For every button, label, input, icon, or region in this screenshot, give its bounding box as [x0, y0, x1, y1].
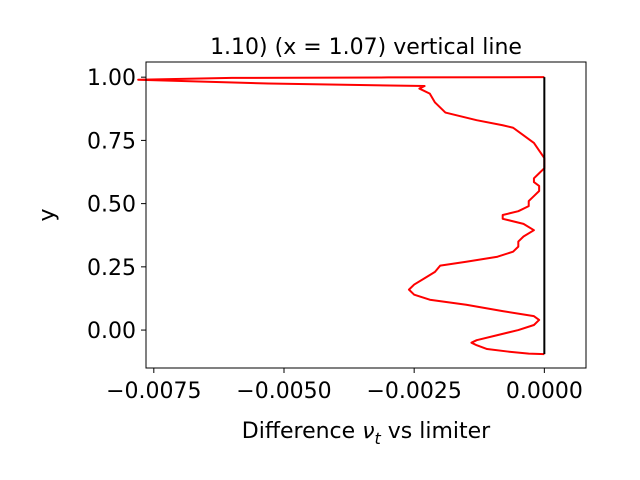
- x-axis-label-subscript: t: [374, 429, 381, 448]
- x-tick-label: −0.0025: [366, 379, 461, 404]
- y-tick-label: 1.00: [87, 66, 136, 91]
- y-tick-label: 0.00: [87, 319, 136, 344]
- plot-area: [137, 76, 546, 356]
- x-tick-label: 0.0000: [506, 379, 583, 404]
- y-tick-label: 0.25: [87, 256, 136, 281]
- y-tick-label: 0.75: [87, 129, 136, 154]
- chart-title: 1.10) (x = 1.07) vertical line: [210, 35, 522, 60]
- y-axis-label: y: [35, 208, 60, 221]
- plot-frame: [145, 61, 587, 369]
- x-axis: −0.0075 −0.0050 −0.0025 0.0000: [106, 368, 583, 404]
- x-axis-label-symbol: ν: [362, 419, 374, 444]
- x-tick-label: −0.0075: [106, 379, 201, 404]
- x-axis-label-prefix: Difference: [242, 419, 362, 444]
- x-axis-label: Difference νt vs limiter: [242, 419, 491, 448]
- y-tick-label: 0.50: [87, 193, 136, 218]
- x-tick-label: −0.0050: [236, 379, 331, 404]
- x-axis-label-suffix: vs limiter: [381, 419, 491, 444]
- y-axis: 0.00 0.25 0.50 0.75 1.00: [87, 66, 146, 344]
- series-line-1: [137, 76, 546, 356]
